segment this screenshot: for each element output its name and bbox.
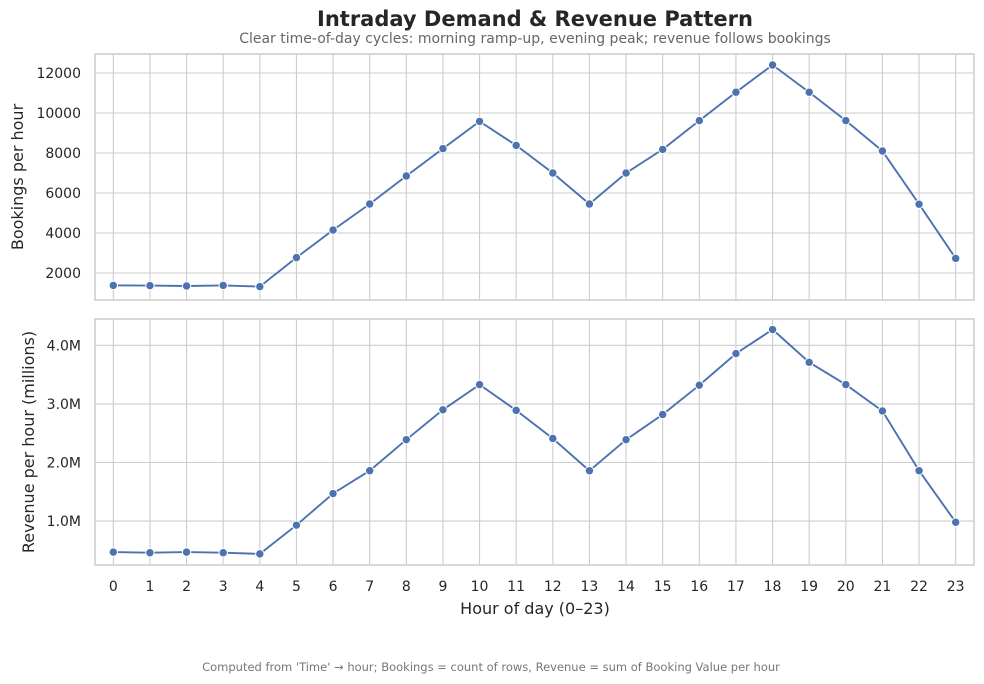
bookings-panel: 2000 4000 6000 8000 10000 12000 — [36, 53, 975, 301]
x-tick-label: 13 — [581, 579, 599, 595]
revenue-data-point — [621, 434, 631, 445]
x-tick-label: 2 — [182, 579, 191, 595]
revenue-data-point — [108, 547, 119, 557]
x-tick-label: 9 — [438, 579, 447, 595]
bookings-data-point — [108, 280, 119, 291]
bookings-data-point — [548, 168, 558, 178]
revenue-y-tick-label: 3.0M — [47, 397, 81, 413]
revenue-data-point — [438, 405, 448, 415]
revenue-plot-frame — [94, 318, 975, 566]
x-tick-label: 1 — [145, 579, 154, 595]
bookings-data-point — [914, 199, 924, 209]
revenue-data-point — [657, 409, 668, 420]
bookings-data-point — [364, 199, 375, 209]
bookings-y-axis-label: Bookings per hour — [8, 103, 27, 250]
x-tick-label: 0 — [109, 579, 118, 595]
revenue-data-point — [401, 434, 412, 445]
x-tick-label: 14 — [617, 579, 635, 595]
bookings-data-point — [804, 87, 814, 97]
revenue-data-point — [145, 548, 155, 558]
bookings-data-point — [877, 146, 888, 156]
bookings-data-point — [328, 225, 338, 235]
revenue-data-point — [548, 433, 558, 444]
revenue-data-point — [914, 466, 924, 476]
bookings-data-point — [218, 280, 228, 291]
chart-title: Intraday Demand & Revenue Pattern — [317, 7, 753, 31]
bookings-series-line — [113, 63, 957, 288]
x-tick-label: 6 — [329, 579, 338, 595]
revenue-y-axis-label: Revenue per hour (millions) — [19, 331, 38, 553]
bookings-y-tick-label: 2000 — [45, 266, 81, 282]
x-tick-label: 8 — [402, 579, 411, 595]
chart-subtitle: Clear time-of-day cycles: morning ramp-u… — [239, 31, 831, 47]
x-tick-label: 11 — [507, 579, 525, 595]
revenue-y-tick-label: 2.0M — [47, 456, 81, 472]
x-tick-label: 15 — [654, 579, 672, 595]
x-tick-label: 4 — [255, 579, 264, 595]
revenue-data-point — [841, 379, 851, 390]
x-tick-label: 7 — [365, 579, 374, 595]
revenue-data-point — [474, 379, 485, 390]
footer-note: Computed from 'Time' → hour; Bookings = … — [202, 660, 780, 674]
x-tick-label: 20 — [837, 579, 855, 595]
x-axis-label: Hour of day (0–23) — [460, 599, 610, 618]
bookings-y-tick-label: 6000 — [45, 186, 81, 202]
revenue-data-point — [328, 488, 338, 499]
revenue-y-tick-label: 1.0M — [47, 514, 81, 530]
bookings-y-tick-label: 12000 — [36, 66, 81, 82]
bookings-data-point — [291, 252, 302, 263]
revenue-data-point — [950, 517, 961, 527]
revenue-data-point — [364, 466, 375, 476]
revenue-data-point — [291, 520, 302, 530]
revenue-data-point — [511, 405, 521, 416]
bookings-y-tick-label: 8000 — [45, 146, 81, 162]
bookings-data-point — [841, 115, 851, 126]
revenue-data-point — [731, 348, 741, 359]
x-tick-label: 22 — [910, 579, 928, 595]
revenue-data-point — [584, 466, 595, 476]
x-tick-label: 3 — [219, 579, 228, 595]
bookings-data-point — [731, 87, 741, 97]
x-tick-label: 17 — [727, 579, 745, 595]
bookings-data-point — [694, 115, 705, 126]
revenue-panel: 1.0M2.0M3.0M4.0M0 1 2 3 4 5 6 7 8 9 10 11 12 13 14 15 16… — [47, 318, 975, 595]
revenue-y-tick-label: 4.0M — [47, 338, 81, 354]
bookings-data-point — [767, 60, 778, 70]
x-tick-label: 16 — [690, 579, 708, 595]
bookings-data-point — [181, 281, 192, 291]
revenue-data-point — [181, 547, 192, 557]
x-tick-label: 19 — [800, 579, 818, 595]
x-tick-label: 18 — [764, 579, 782, 595]
revenue-data-point — [255, 549, 265, 559]
bookings-data-point — [474, 116, 485, 127]
revenue-data-point — [694, 380, 705, 390]
bookings-data-point — [657, 144, 668, 155]
x-tick-label: 12 — [544, 579, 562, 595]
bookings-plot-frame — [94, 53, 975, 301]
bookings-data-point — [401, 171, 412, 181]
bookings-data-point — [255, 281, 265, 292]
revenue-data-point — [218, 548, 228, 558]
bookings-data-point — [584, 199, 595, 209]
x-tick-label: 23 — [947, 579, 965, 595]
bookings-data-point — [145, 280, 155, 291]
bookings-data-point — [438, 143, 448, 154]
bookings-y-tick-label: 4000 — [45, 226, 81, 242]
bookings-y-tick-label: 10000 — [36, 106, 81, 122]
bookings-data-point — [621, 168, 631, 178]
revenue-series-line — [113, 328, 957, 555]
bookings-data-point — [511, 140, 521, 151]
x-tick-label: 21 — [874, 579, 892, 595]
x-tick-label: 10 — [471, 579, 489, 595]
revenue-data-point — [804, 357, 814, 368]
revenue-data-point — [877, 406, 888, 416]
revenue-data-point — [767, 324, 778, 335]
x-tick-label: 5 — [292, 579, 301, 595]
bookings-data-point — [950, 253, 961, 264]
